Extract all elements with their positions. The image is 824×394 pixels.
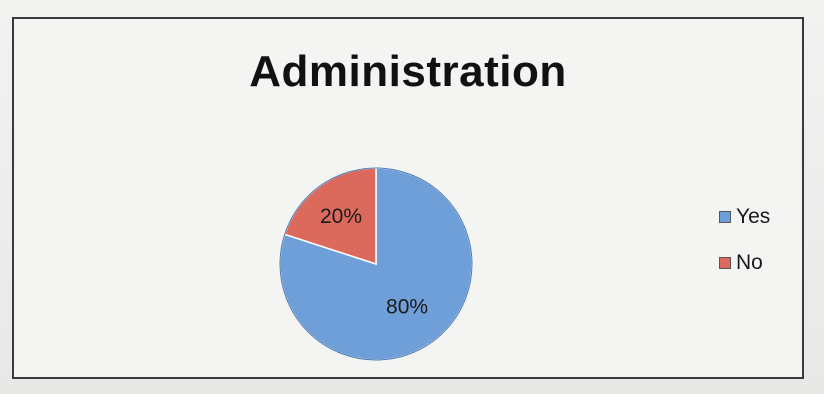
legend-swatch-yes [719, 211, 731, 223]
legend-item-yes: Yes [719, 204, 770, 230]
chart-title: Administration [249, 47, 567, 96]
data-label-no: 20% [320, 205, 362, 228]
pie-chart: 80% 20% [279, 167, 473, 361]
pie-outline [279, 167, 473, 361]
legend-label-no: No [736, 251, 763, 274]
legend-item-no: No [719, 250, 770, 276]
legend-label-yes: Yes [736, 205, 771, 228]
data-label-yes: 80% [386, 296, 428, 319]
chart-frame: Administration 80% 20% Yes No [12, 17, 804, 379]
legend: Yes No [719, 204, 770, 296]
legend-swatch-no [719, 257, 731, 269]
